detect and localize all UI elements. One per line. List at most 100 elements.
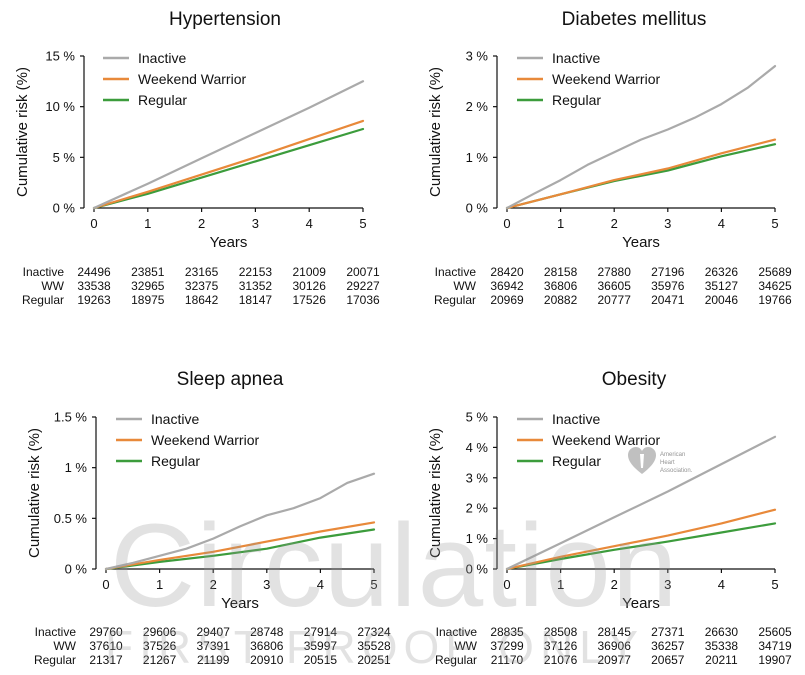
y-tick-label: 0 % [53,201,76,216]
y-axis-label: Cumulative risk (%) [26,428,43,558]
legend-label-regular: Regular [151,453,200,469]
y-tick-label: 1 % [65,460,88,475]
x-tick-label: 2 [198,216,205,231]
legend-label-regular: Regular [552,453,601,469]
risk-table-label: Regular [34,653,76,667]
x-axis-label: Years [622,595,660,612]
risk-table-cell: 28145 [598,625,632,639]
risk-table-cell: 20071 [346,265,380,279]
risk-table-cell: 26326 [705,265,739,279]
risk-table-cell: 24496 [77,265,111,279]
series-line-regular [92,127,365,210]
risk-table-cell: 36257 [651,639,685,653]
x-axis-label: Years [622,234,660,251]
y-tick-label: 0 % [466,562,489,577]
risk-table-cell: 32965 [131,279,165,293]
legend-label-ww: Weekend Warrior [552,432,660,448]
y-tick-label: 3 % [466,470,489,485]
x-tick-label: 1 [557,216,564,231]
series-line-ww [505,508,777,571]
risk-table-cell: 19766 [758,293,792,307]
x-tick-label: 5 [771,216,778,231]
risk-table-cell: 35127 [705,279,739,293]
risk-table-cell: 37126 [544,639,578,653]
risk-table-cell: 23851 [131,265,165,279]
risk-table-cell: 36605 [598,279,632,293]
y-tick-label: 5 % [466,410,489,425]
x-tick-label: 5 [771,577,778,592]
risk-table-cell: 29227 [346,279,380,293]
series-line-ww [92,119,365,210]
series-line-inactive [505,435,777,571]
risk-table-cell: 33538 [77,279,111,293]
x-tick-label: 3 [664,216,671,231]
chart-title: Sleep apnea [177,369,284,390]
risk-table-label: Inactive [436,625,478,639]
x-tick-label: 3 [263,577,270,592]
risk-table-cell: 20657 [651,653,685,667]
risk-table-cell: 20251 [357,653,391,667]
aha-logo: American Heart Association. [628,447,693,474]
series-line-regular [104,528,376,571]
risk-table-cell: 21317 [89,653,123,667]
risk-table-label: WW [454,639,477,653]
x-tick-label: 0 [90,216,97,231]
chart-title: Hypertension [169,9,281,30]
risk-table-cell: 18975 [131,293,165,307]
risk-table-cell: 19263 [77,293,111,307]
x-tick-label: 4 [317,577,324,592]
risk-table-cell: 30126 [293,279,327,293]
x-tick-label: 3 [252,216,259,231]
risk-table-cell: 36806 [250,639,284,653]
logo-line-2: Heart [660,460,675,466]
risk-table-cell: 25689 [758,265,792,279]
risk-table-cell: 36806 [544,279,578,293]
risk-table-label: Inactive [35,625,77,639]
risk-table-label: WW [53,639,76,653]
x-tick-label: 5 [370,577,377,592]
legend-label-ww: Weekend Warrior [138,71,246,87]
risk-table-cell: 21267 [143,653,177,667]
risk-table-cell: 37526 [143,639,177,653]
x-tick-label: 2 [611,577,618,592]
x-tick-label: 2 [210,577,217,592]
x-tick-label: 4 [718,577,725,592]
risk-table-cell: 21009 [293,265,327,279]
risk-table-cell: 18147 [239,293,273,307]
risk-table-cell: 20471 [651,293,685,307]
risk-table-cell: 20977 [598,653,632,667]
logo-line-1: American [660,452,685,458]
risk-table-label: Regular [22,293,64,307]
x-axis-label: Years [210,234,248,251]
legend-label-regular: Regular [552,92,601,108]
risk-table-cell: 20046 [705,293,739,307]
y-tick-label: 0 % [65,562,88,577]
x-tick-label: 0 [503,577,510,592]
risk-table-cell: 17036 [346,293,380,307]
x-tick-label: 4 [306,216,313,231]
risk-table-cell: 21076 [544,653,578,667]
risk-table-cell: 32375 [185,279,219,293]
y-tick-label: 1 % [466,150,489,165]
risk-table-label: Inactive [23,265,65,279]
y-tick-label: 2 % [466,501,489,516]
risk-table-cell: 36942 [490,279,524,293]
x-tick-label: 1 [156,577,163,592]
x-tick-label: 1 [557,577,564,592]
risk-table-cell: 36906 [598,639,632,653]
x-axis-label: Years [221,595,259,612]
y-tick-label: 4 % [466,440,489,455]
y-tick-label: 5 % [53,150,76,165]
x-tick-label: 0 [503,216,510,231]
series-line-inactive [505,64,777,210]
risk-table-cell: 37610 [89,639,123,653]
x-tick-label: 2 [611,216,618,231]
risk-table-cell: 34625 [758,279,792,293]
y-axis-label: Cumulative risk (%) [427,428,444,558]
series-line-inactive [104,472,376,571]
legend-label-ww: Weekend Warrior [151,432,259,448]
risk-table-cell: 20910 [250,653,284,667]
y-tick-label: 1 % [466,531,489,546]
risk-table-cell: 35528 [357,639,391,653]
risk-table-cell: 34719 [758,639,792,653]
